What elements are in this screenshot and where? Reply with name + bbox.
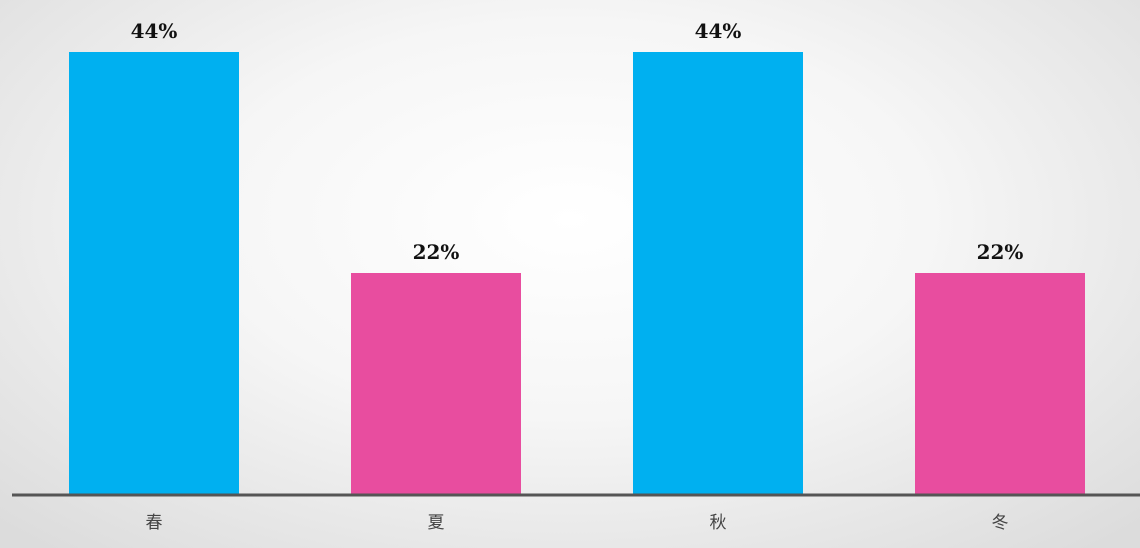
category-label-4: 冬 [992,513,1009,533]
data-label-2: 22% [413,240,460,264]
data-label-3: 44% [695,19,742,43]
bar-4 [915,273,1085,494]
category-label-3: 秋 [710,513,727,533]
category-label-2: 夏 [428,513,445,533]
data-label-4: 22% [977,240,1024,264]
bar-2 [351,273,521,494]
bar-1 [69,52,239,494]
data-label-1: 44% [131,19,178,43]
category-label-1: 春 [146,513,163,533]
bar-3 [633,52,803,494]
